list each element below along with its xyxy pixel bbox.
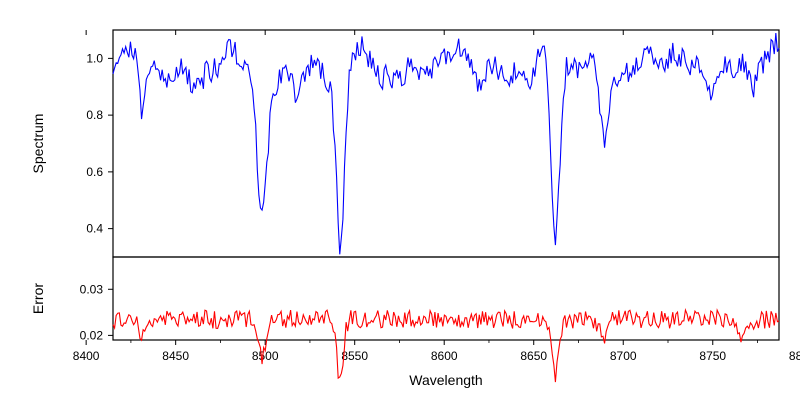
xlabel: Wavelength	[409, 372, 482, 388]
top-ytick-label: 1.0	[86, 51, 103, 65]
top-ytick-label: 0.8	[86, 108, 103, 122]
top-ytick-label: 0.6	[86, 165, 103, 179]
xtick-label: 8800	[789, 349, 800, 363]
bottom-ytick-label: 0.03	[80, 282, 104, 296]
bottom-ylabel: Error	[30, 283, 46, 314]
xtick-label: 8750	[699, 349, 726, 363]
bottom-ytick-label: 0.02	[80, 328, 104, 342]
top-ytick-label: 0.4	[86, 222, 103, 236]
xtick-label: 8700	[610, 349, 637, 363]
top-ylabel: Spectrum	[30, 114, 46, 174]
xtick-label: 8400	[73, 349, 100, 363]
xtick-label: 8600	[431, 349, 458, 363]
xtick-label: 8550	[341, 349, 368, 363]
xtick-label: 8650	[520, 349, 547, 363]
xtick-label: 8450	[162, 349, 189, 363]
chart-root: 20061219_0219m01_022 0.40.60.81.00.020.0…	[0, 0, 800, 400]
chart-svg: 0.40.60.81.00.020.038400 8450 8500 8550 8600…	[0, 0, 800, 400]
